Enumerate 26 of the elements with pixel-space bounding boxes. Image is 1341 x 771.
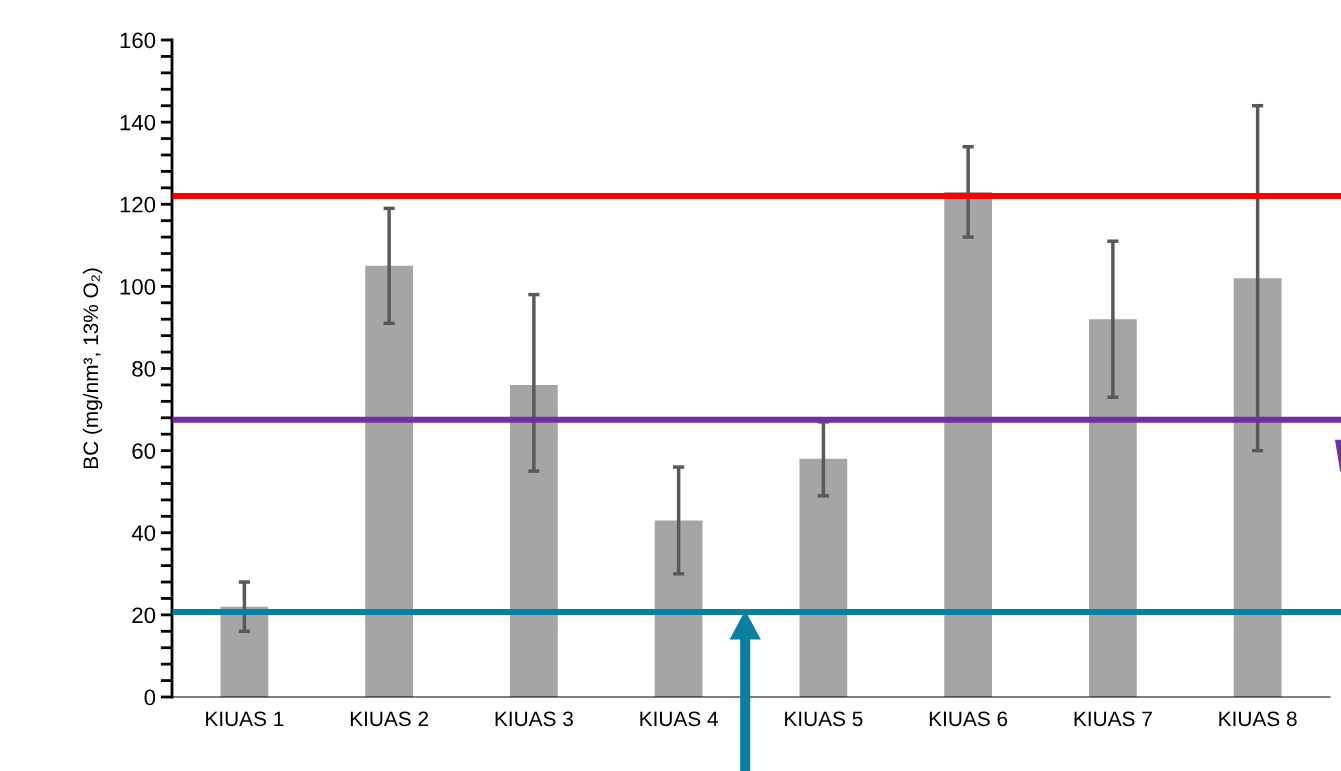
bar (220, 606, 269, 697)
bar (799, 458, 848, 697)
bar (944, 191, 993, 697)
y-tick-label: 120 (120, 196, 156, 213)
x-tick-label: KIUAS 1 (206, 711, 284, 727)
bar (1233, 278, 1282, 697)
y-tick-label: 100 (120, 278, 156, 295)
y-tick-label: 60 (132, 443, 156, 459)
x-tick-label: KIUAS 7 (1074, 711, 1152, 727)
bar (1088, 319, 1137, 697)
y-tick-label: 40 (131, 525, 156, 542)
x-tick-label: KIUAS 4 (640, 711, 718, 727)
y-axis-title: BC (mg/nm³, 13% O₂) (82, 268, 103, 469)
x-tick-label: KIUAS 5 (785, 711, 863, 727)
x-tick-label: KIUAS 2 (350, 711, 429, 727)
y-tick-label: 140 (120, 114, 156, 131)
bar (509, 384, 558, 697)
y-tick-label: 0 (144, 689, 156, 706)
y-tick-label: 80 (132, 361, 156, 377)
x-tick-label: KIUAS 8 (1219, 711, 1297, 727)
bar (654, 520, 703, 697)
y-tick-label: 160 (120, 32, 156, 49)
y-tick-label: 20 (132, 607, 156, 624)
x-tick-label: KIUAS 3 (495, 711, 573, 727)
x-tick-label: KIUAS 6 (929, 711, 1008, 727)
bar (365, 265, 414, 697)
